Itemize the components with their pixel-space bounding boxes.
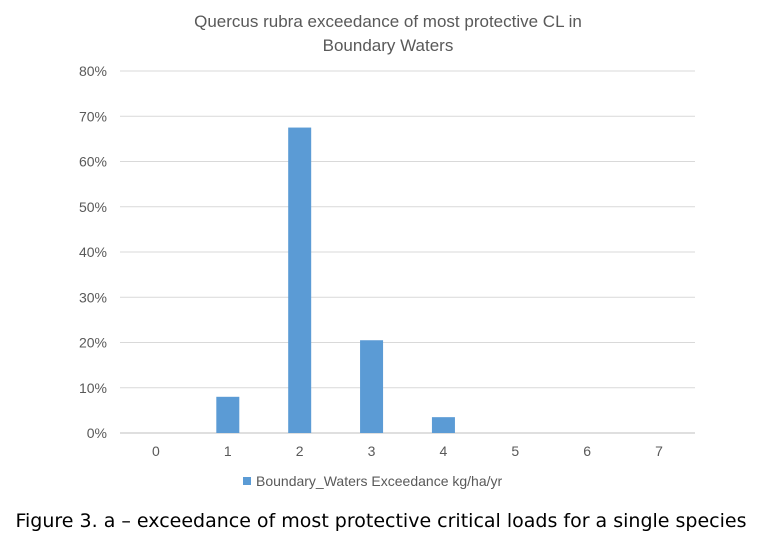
x-axis-ticks: 0 1 2 3 4 5 6 7 bbox=[152, 443, 663, 459]
y-tick-label: 70% bbox=[79, 108, 107, 124]
y-tick-label: 30% bbox=[79, 289, 107, 305]
x-tick-label: 2 bbox=[296, 443, 304, 459]
legend: Boundary_Waters Exceedance kg/ha/yr bbox=[243, 473, 503, 489]
x-tick-label: 6 bbox=[583, 443, 591, 459]
y-tick-label: 40% bbox=[79, 244, 107, 260]
y-tick-label: 80% bbox=[79, 63, 107, 79]
x-tick-label: 1 bbox=[224, 443, 232, 459]
y-tick-label: 20% bbox=[79, 335, 107, 351]
bar-3 bbox=[360, 340, 384, 433]
x-tick-label: 7 bbox=[655, 443, 663, 459]
y-tick-label: 60% bbox=[79, 154, 107, 170]
chart: Quercus rubra exceedance of most protect… bbox=[79, 12, 695, 489]
x-tick-label: 4 bbox=[440, 443, 448, 459]
bar-2 bbox=[288, 127, 312, 433]
figure-caption: Figure 3. a – exceedance of most protect… bbox=[15, 510, 747, 532]
y-tick-label: 50% bbox=[79, 199, 107, 215]
x-tick-label: 3 bbox=[368, 443, 376, 459]
bar-1 bbox=[216, 396, 240, 433]
y-tick-label: 10% bbox=[79, 380, 107, 396]
chart-title-line-1: Quercus rubra exceedance of most protect… bbox=[194, 12, 582, 31]
legend-swatch bbox=[243, 477, 251, 485]
bar-4 bbox=[431, 417, 455, 433]
chart-title-line-2: Boundary Waters bbox=[323, 36, 454, 55]
bars bbox=[216, 127, 455, 433]
x-tick-label: 0 bbox=[152, 443, 160, 459]
gridlines bbox=[120, 70, 695, 434]
legend-label: Boundary_Waters Exceedance kg/ha/yr bbox=[256, 473, 503, 489]
y-axis-ticks: 0% 10% 20% 30% 40% 50% 60% 70% 80% bbox=[79, 63, 107, 441]
x-tick-label: 5 bbox=[511, 443, 519, 459]
y-tick-label: 0% bbox=[87, 425, 107, 441]
